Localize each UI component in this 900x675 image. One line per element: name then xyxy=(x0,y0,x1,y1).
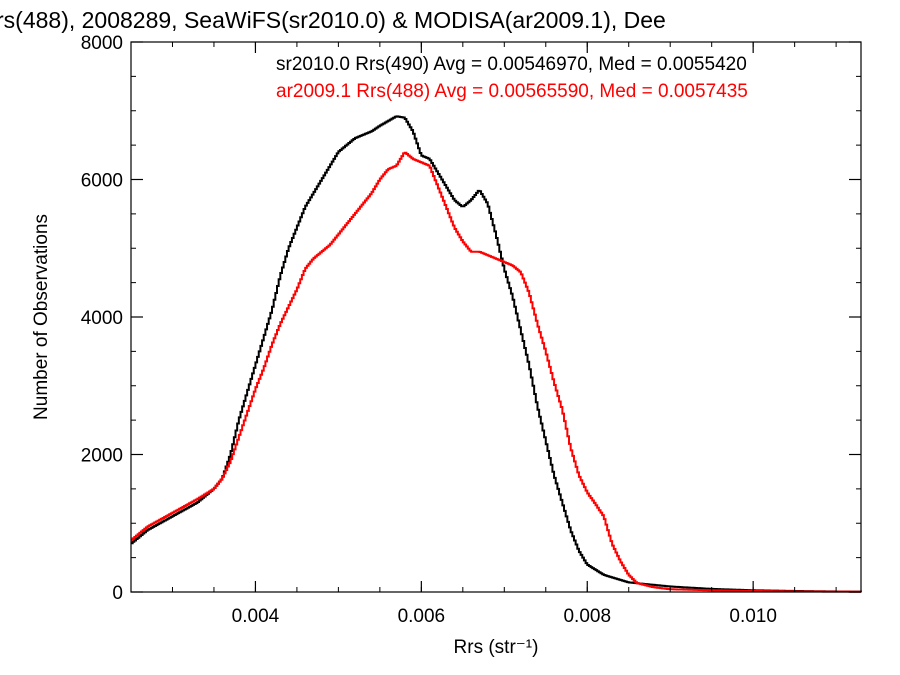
chart-title: rs(488), 2008289, SeaWiFS(sr2010.0) & MO… xyxy=(0,7,666,33)
x-axis-label: Rrs (str⁻¹) xyxy=(454,637,539,658)
x-tick-label: 0.008 xyxy=(563,606,611,627)
series-sr2010-line xyxy=(131,115,862,593)
series-layer xyxy=(131,115,862,593)
y-tick-label: 6000 xyxy=(81,171,123,192)
legend-entry-black: sr2010.0 Rrs(490) Avg = 0.00546970, Med … xyxy=(276,54,747,75)
y-tick-label: 4000 xyxy=(81,308,123,329)
legend-entry-red: ar2009.1 Rrs(488) Avg = 0.00565590, Med … xyxy=(276,81,748,102)
y-tick-label: 2000 xyxy=(81,446,123,467)
plot-frame xyxy=(130,41,862,593)
y-axis-label: Number of Observations xyxy=(31,214,52,420)
x-tick-label: 0.004 xyxy=(232,606,280,627)
y-tick-label: 8000 xyxy=(81,33,123,54)
y-tick-label: 0 xyxy=(112,583,123,604)
x-tick-label: 0.006 xyxy=(398,606,446,627)
series-ar2009-line xyxy=(131,151,862,593)
x-tick-label: 0.010 xyxy=(729,606,777,627)
ticks-layer: 0.004 0.006 0.008 0.010 0 2000 4000 6000 8000 xyxy=(81,33,861,627)
